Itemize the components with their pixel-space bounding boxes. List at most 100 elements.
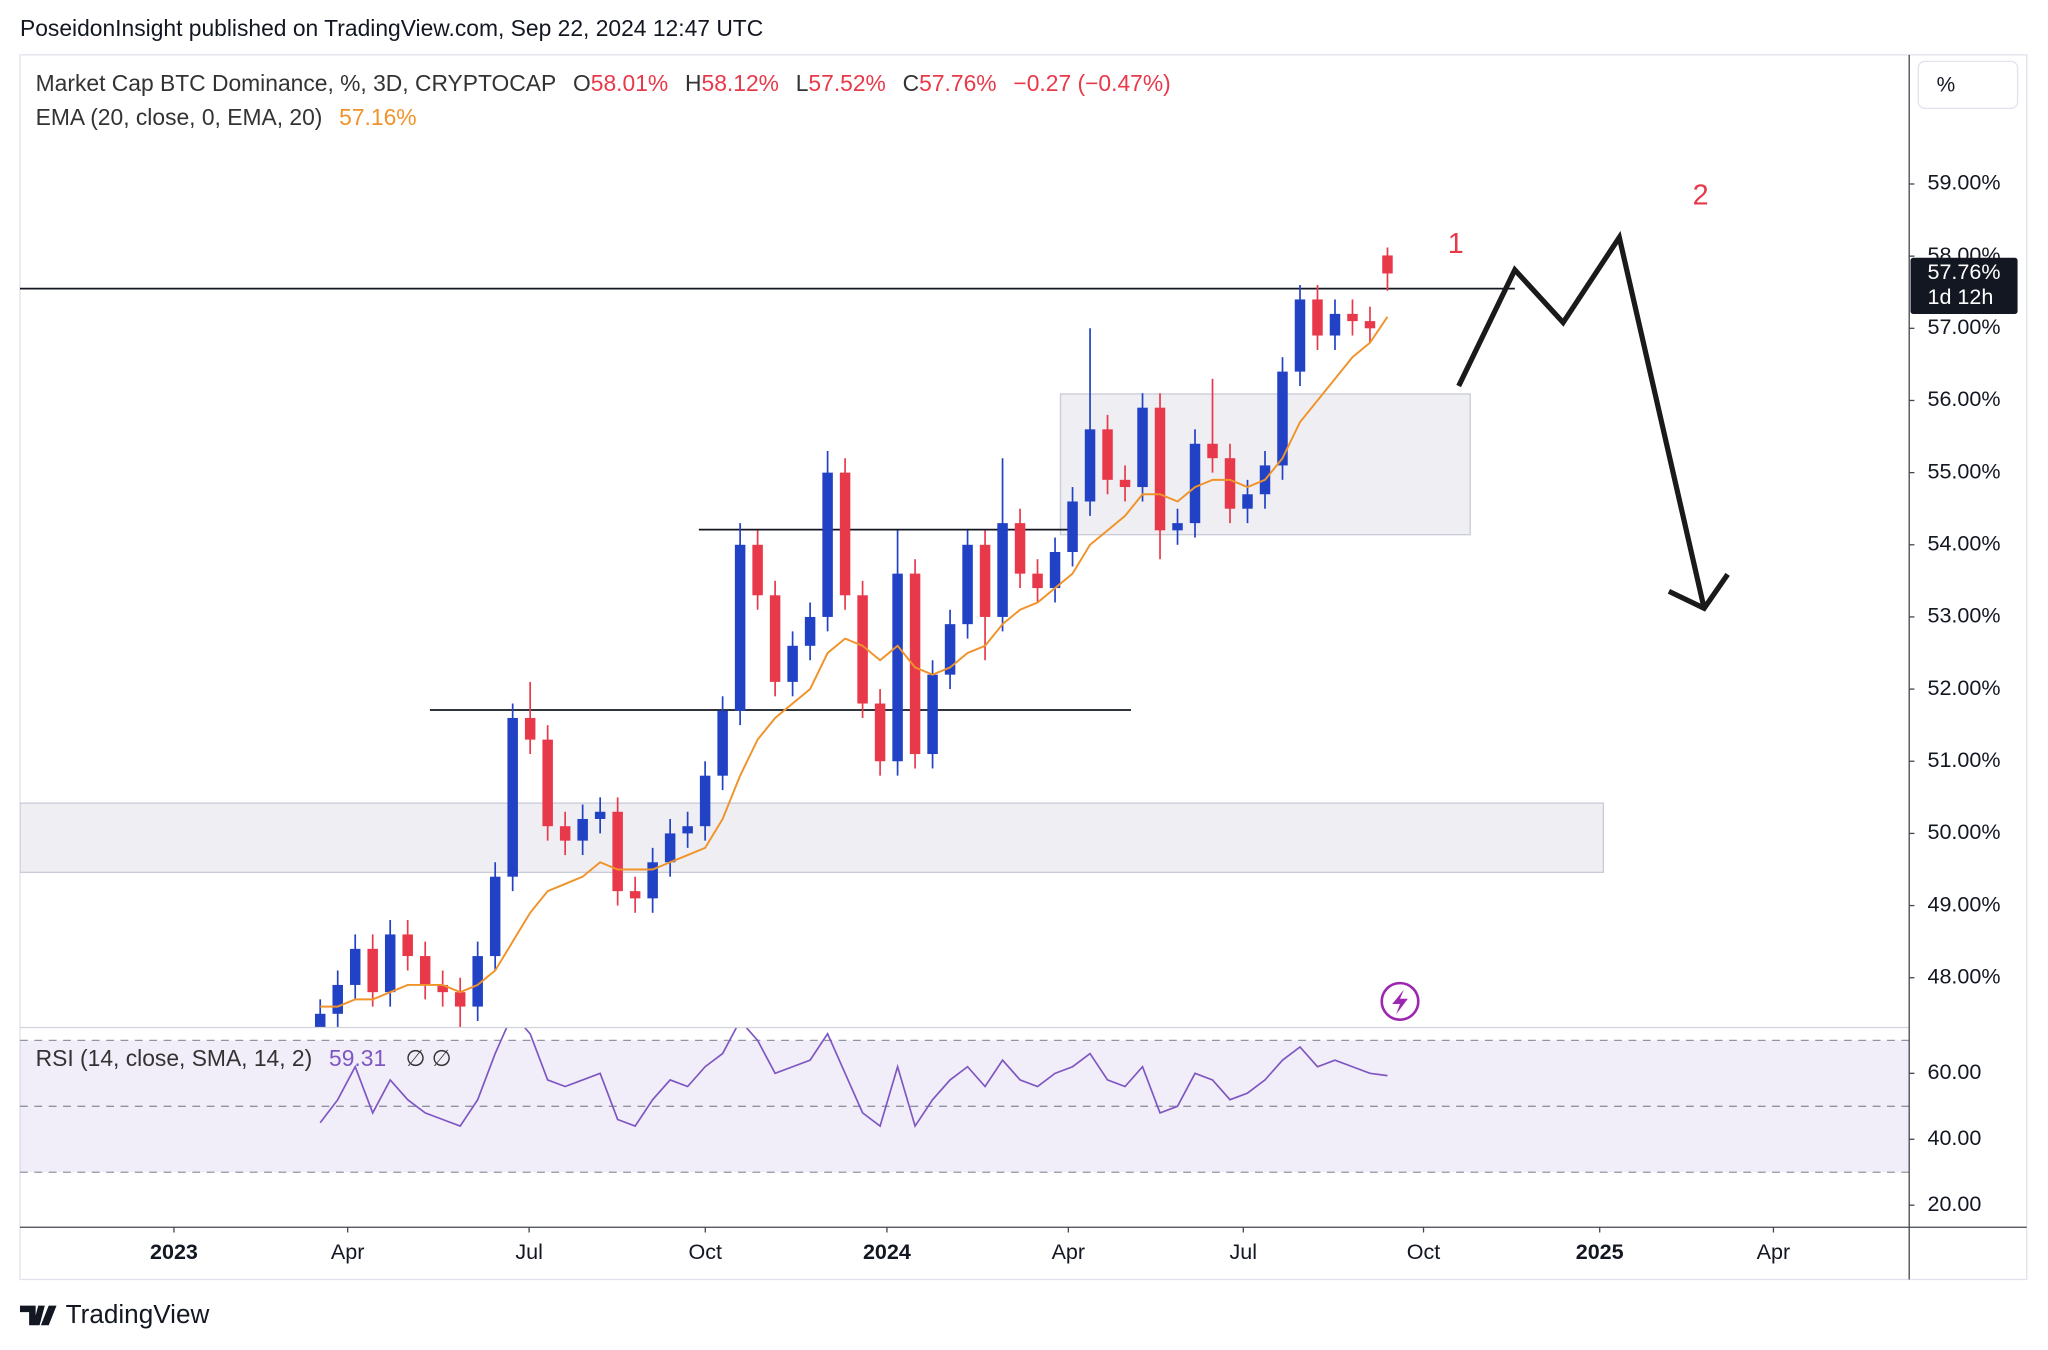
candle-body	[804, 616, 816, 646]
projection-path	[1456, 230, 1707, 609]
candle-body	[367, 948, 378, 993]
candle-body	[1364, 321, 1376, 329]
candle-body	[1224, 458, 1236, 509]
candle-body	[1137, 407, 1148, 488]
candle-body	[349, 948, 361, 985]
candle-body	[1242, 494, 1253, 509]
candle-body	[664, 833, 676, 863]
candle-body	[1154, 407, 1166, 531]
candle-body	[839, 472, 851, 596]
candle-body	[454, 992, 466, 1007]
y-tick-label: 49.00%	[1927, 892, 2000, 916]
candle-body	[472, 956, 483, 1007]
rsi-pane	[19, 1027, 1910, 1173]
candle-body	[1032, 573, 1043, 589]
brand-logo: TradingView	[19, 1299, 210, 1329]
y-tick-label: 54.00%	[1927, 531, 2000, 555]
candle-body	[1084, 429, 1096, 502]
candle-body	[927, 674, 938, 755]
candle-body	[612, 811, 623, 892]
price-tag	[1910, 257, 2018, 314]
chart-frame	[19, 54, 2028, 1281]
price-tag-countdown: 1d 12h	[1927, 285, 1993, 309]
ema-line	[320, 316, 1389, 1008]
candle-body	[384, 934, 396, 993]
candle-body	[769, 595, 781, 682]
x-tick-label: Apr	[331, 1240, 365, 1264]
candle-body	[1119, 479, 1131, 488]
x-tick-label: Jul	[515, 1240, 543, 1264]
rsi-y-tick-label: 60.00	[1927, 1060, 1981, 1084]
y-tick-label: 51.00%	[1927, 748, 2000, 772]
flash-icon[interactable]	[1380, 981, 1420, 1021]
y-tick-label: 53.00%	[1927, 604, 2000, 628]
brand-mark	[19, 1305, 57, 1326]
candle-body	[752, 544, 763, 596]
candle-body	[997, 523, 1008, 617]
ema-legend: EMA (20, close, 0, EMA, 20) 57.16%	[36, 104, 417, 130]
axes: 48.00% 49.00% 50.00% 51.00% 52.00% 53.00% 54.0…	[150, 171, 2018, 1264]
y-tick-label: 57.00%	[1927, 315, 2000, 339]
y-tick-label: 50.00%	[1927, 820, 2000, 844]
y-tick-label: 55.00%	[1927, 459, 2000, 483]
candle-body	[1312, 299, 1323, 336]
symbol-title: Market Cap BTC Dominance, %, 3D, CRYPTOC…	[36, 70, 557, 96]
x-tick-label: Oct	[1407, 1240, 1441, 1264]
symbol-legend: Market Cap BTC Dominance, %, 3D, CRYPTOC…	[36, 70, 1171, 96]
y-tick-label: 52.00%	[1927, 676, 2000, 700]
scale-button[interactable]	[1917, 60, 2019, 110]
candle-body	[857, 595, 868, 704]
candle-body	[892, 573, 903, 762]
price-tag-label: 57.76%	[1927, 260, 2000, 284]
ohlc-value: 58.01%	[591, 70, 668, 96]
rsi-extra: ∅ ∅	[406, 1045, 452, 1071]
candle-body	[1329, 313, 1341, 336]
y-tick-label: 56.00%	[1927, 387, 2000, 411]
ohlc-value: 58.12%	[702, 70, 779, 96]
y-tick-label: 59.00%	[1927, 171, 2000, 195]
rsi-line	[319, 1027, 1388, 1129]
rsi-y-tick-label: 40.00	[1927, 1126, 1981, 1150]
change-label: −0.27 (−0.47%)	[1013, 70, 1170, 96]
candle-body	[909, 573, 921, 755]
x-tick-label: Jul	[1230, 1240, 1258, 1264]
rsi-y-tick-label: 20.00	[1927, 1192, 1981, 1216]
ohlc-key: O	[573, 70, 591, 96]
candle-body	[1277, 371, 1288, 466]
candle-body	[1014, 523, 1026, 574]
rsi-name: RSI (14, close, SMA, 14, 2)	[36, 1045, 313, 1071]
ohlc-value: 57.52%	[808, 70, 885, 96]
candle-body	[402, 934, 413, 957]
published-line: PoseidonInsight published on TradingView…	[20, 15, 763, 41]
ohlc-key: L	[796, 70, 809, 96]
candle-body	[419, 956, 431, 985]
candle-body	[1189, 443, 1201, 524]
y-tick-label: 48.00%	[1927, 964, 2000, 988]
candle-body	[437, 984, 448, 993]
candle-body	[1172, 523, 1183, 531]
candle-body	[1294, 299, 1306, 372]
icon-bolt[interactable]	[1392, 989, 1408, 1015]
ema-value: 57.16%	[339, 104, 416, 130]
ohlc-key: C	[903, 70, 920, 96]
candle-body	[577, 818, 588, 841]
candle-body	[874, 703, 886, 762]
candle-body	[559, 826, 571, 841]
candle-body	[542, 739, 553, 827]
x-tick-label: Apr	[1757, 1240, 1791, 1264]
candle-body	[1207, 443, 1218, 459]
ema-name: EMA (20, close, 0, EMA, 20)	[36, 104, 323, 130]
rsi-legend: RSI (14, close, SMA, 14, 2) 59.31 ∅ ∅	[36, 1045, 452, 1071]
candle-body	[962, 544, 973, 625]
candle-body	[332, 984, 343, 1014]
scale-button-label[interactable]: %	[1937, 74, 1956, 97]
wave-label: 2	[1693, 180, 1709, 212]
candle-body	[507, 717, 518, 877]
ohlc-key: H	[685, 70, 701, 96]
candle-body	[1382, 255, 1393, 274]
rsi-band-fill	[19, 1040, 1910, 1173]
ohlc-value: 57.76%	[919, 70, 996, 96]
x-tick-label: 2023	[150, 1240, 198, 1264]
